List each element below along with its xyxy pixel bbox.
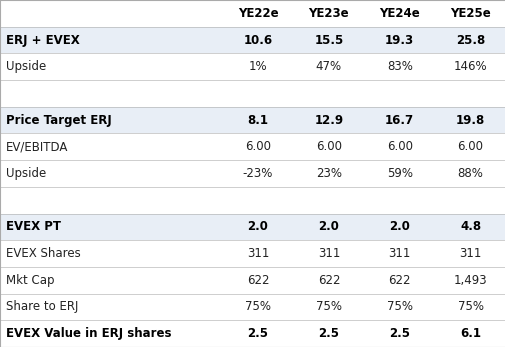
Text: 75%: 75% xyxy=(244,301,271,313)
Bar xyxy=(0,160,505,187)
Bar xyxy=(0,320,505,347)
Bar xyxy=(0,240,505,267)
Text: 6.00: 6.00 xyxy=(386,140,412,153)
Text: 2.0: 2.0 xyxy=(318,220,339,234)
Text: ERJ + EVEX: ERJ + EVEX xyxy=(6,34,80,46)
Text: 622: 622 xyxy=(246,274,269,287)
Text: 88%: 88% xyxy=(457,167,483,180)
Text: 4.8: 4.8 xyxy=(459,220,480,234)
Text: 2.5: 2.5 xyxy=(247,327,268,340)
Text: 19.3: 19.3 xyxy=(384,34,414,46)
Text: EVEX PT: EVEX PT xyxy=(6,220,61,234)
Text: EV/EBITDA: EV/EBITDA xyxy=(6,140,68,153)
Bar xyxy=(0,80,505,107)
Bar xyxy=(0,213,505,240)
Text: 311: 311 xyxy=(459,247,481,260)
Text: 25.8: 25.8 xyxy=(455,34,484,46)
Text: YE22e: YE22e xyxy=(237,7,278,20)
Bar xyxy=(0,134,505,160)
Text: 75%: 75% xyxy=(386,301,412,313)
Text: Mkt Cap: Mkt Cap xyxy=(6,274,55,287)
Text: 8.1: 8.1 xyxy=(247,113,268,127)
Text: 15.5: 15.5 xyxy=(314,34,343,46)
Text: 1,493: 1,493 xyxy=(453,274,486,287)
Text: 146%: 146% xyxy=(453,60,486,73)
Bar xyxy=(0,0,505,27)
Text: 83%: 83% xyxy=(386,60,412,73)
Text: Share to ERJ: Share to ERJ xyxy=(6,301,78,313)
Text: YE25e: YE25e xyxy=(449,7,490,20)
Text: 75%: 75% xyxy=(315,301,341,313)
Text: 311: 311 xyxy=(388,247,410,260)
Text: 6.00: 6.00 xyxy=(244,140,271,153)
Text: 2.5: 2.5 xyxy=(318,327,339,340)
Text: 1%: 1% xyxy=(248,60,267,73)
Text: YE24e: YE24e xyxy=(379,7,419,20)
Text: 12.9: 12.9 xyxy=(314,113,343,127)
Text: 311: 311 xyxy=(317,247,339,260)
Text: 23%: 23% xyxy=(315,167,341,180)
Text: 47%: 47% xyxy=(315,60,341,73)
Text: 2.0: 2.0 xyxy=(388,220,410,234)
Text: Price Target ERJ: Price Target ERJ xyxy=(6,113,112,127)
Text: -23%: -23% xyxy=(242,167,273,180)
Bar xyxy=(0,187,505,213)
Text: EVEX Value in ERJ shares: EVEX Value in ERJ shares xyxy=(6,327,171,340)
Text: 622: 622 xyxy=(388,274,410,287)
Text: 6.00: 6.00 xyxy=(457,140,483,153)
Text: Upside: Upside xyxy=(6,60,46,73)
Text: 2.0: 2.0 xyxy=(247,220,268,234)
Text: EVEX Shares: EVEX Shares xyxy=(6,247,81,260)
Text: 75%: 75% xyxy=(457,301,483,313)
Bar xyxy=(0,53,505,80)
Text: 19.8: 19.8 xyxy=(455,113,484,127)
Text: 2.5: 2.5 xyxy=(388,327,410,340)
Text: 16.7: 16.7 xyxy=(384,113,414,127)
Text: 6.1: 6.1 xyxy=(459,327,480,340)
Text: 311: 311 xyxy=(246,247,269,260)
Text: 6.00: 6.00 xyxy=(315,140,341,153)
Bar xyxy=(0,294,505,320)
Bar xyxy=(0,267,505,294)
Bar xyxy=(0,27,505,53)
Text: 10.6: 10.6 xyxy=(243,34,272,46)
Text: YE23e: YE23e xyxy=(308,7,348,20)
Text: 59%: 59% xyxy=(386,167,412,180)
Text: 622: 622 xyxy=(317,274,339,287)
Bar xyxy=(0,107,505,134)
Text: Upside: Upside xyxy=(6,167,46,180)
